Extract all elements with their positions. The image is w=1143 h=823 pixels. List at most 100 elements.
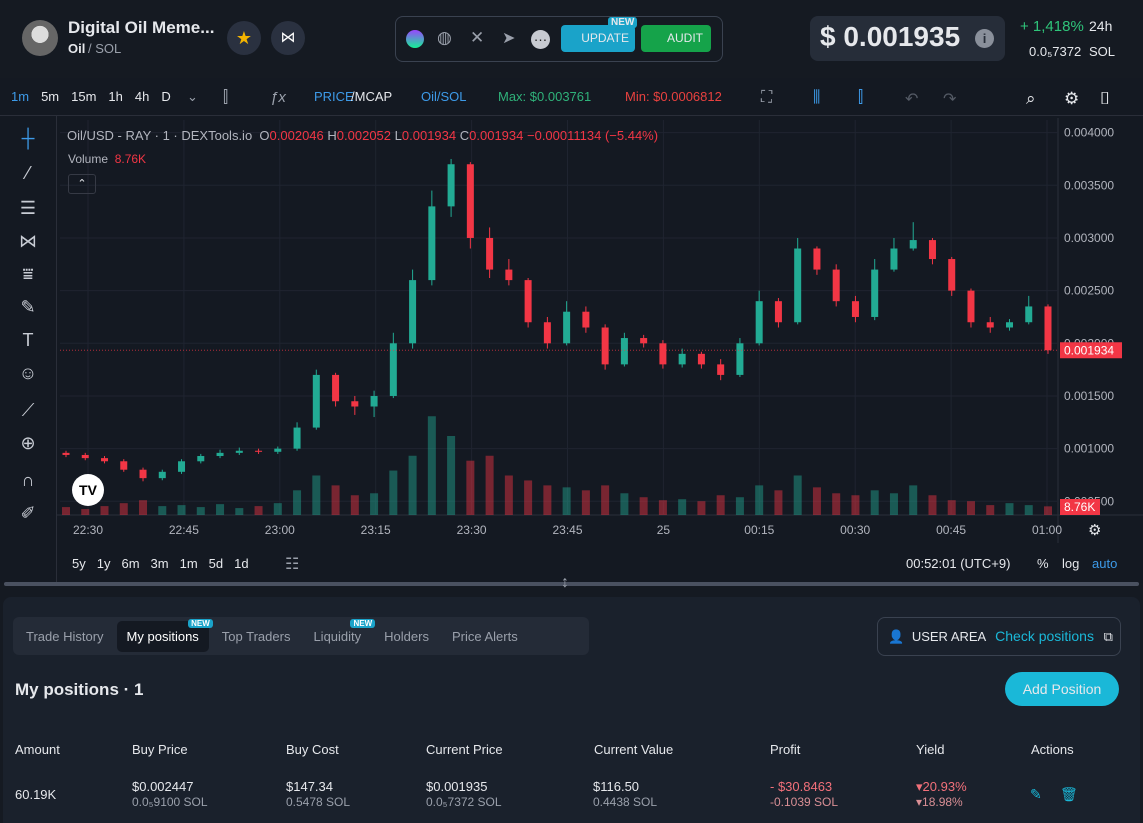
resize-handle[interactable]: ↕ (561, 574, 569, 591)
tab[interactable]: Liquidity NEW (303, 618, 376, 652)
audit-button[interactable]: AUDIT (641, 25, 711, 52)
timeframe[interactable]: 15m (71, 89, 97, 104)
candle-body (370, 395, 378, 407)
update-button[interactable]: UPDATE (561, 25, 635, 52)
change: −0.00011134 (−5.44%) (527, 128, 659, 143)
range-button[interactable]: 6m (121, 556, 140, 571)
range-button[interactable]: 5y (72, 556, 86, 571)
tab[interactable]: Holders (384, 628, 429, 644)
telegram-link[interactable]: ➤ (502, 30, 516, 47)
x-tick-label: 23:15 (361, 523, 391, 537)
axis-settings[interactable]: ⚙ (1088, 522, 1102, 539)
dropdown[interactable]: ⌄ (187, 89, 198, 104)
collapse-button[interactable]: ⌃ (68, 174, 96, 194)
new-badge: NEW (350, 618, 376, 628)
candle-body (543, 322, 551, 344)
info-icon[interactable]: i (975, 29, 994, 48)
timeframe[interactable]: 5m (41, 89, 60, 104)
y-tick-label: 0.003500 (1064, 178, 1114, 192)
range-button[interactable]: 1m (179, 556, 198, 571)
percent-toggle[interactable]: % (1037, 556, 1049, 571)
candle-type[interactable]: ⫿ (223, 89, 229, 106)
mcap-toggle[interactable]: /MCAP (351, 89, 393, 104)
fib-tool[interactable]: ☰ (19, 198, 37, 218)
share-button[interactable]: ⋈ (271, 21, 305, 55)
candle-body (774, 301, 782, 323)
candle-body (697, 353, 705, 365)
web-link[interactable]: ◍ (437, 28, 452, 47)
tab[interactable]: My positions NEW (116, 618, 213, 652)
prediction-tool[interactable]: ⩸ (22, 264, 34, 284)
volume-bar (678, 499, 687, 515)
edit-button[interactable]: ✎ (1030, 786, 1042, 802)
settings[interactable]: ⚙ (1064, 89, 1080, 108)
zoom-tool[interactable]: ⊕ (20, 433, 36, 453)
pattern-tool[interactable]: ⋈ (19, 231, 37, 251)
delete-button[interactable]: 🗑 (1060, 786, 1078, 802)
indicators[interactable]: ƒx (270, 89, 286, 106)
volume-bar (273, 503, 282, 515)
x-link[interactable]: ✕ (470, 28, 485, 47)
range-button[interactable]: 1d (234, 556, 249, 571)
candle-body (216, 452, 224, 457)
timeframe[interactable]: D (161, 89, 171, 104)
candle-body (312, 374, 320, 428)
tab[interactable]: Price Alerts (451, 628, 518, 644)
fullscreen[interactable]: ⛶ (761, 89, 773, 106)
tab[interactable]: Trade History (26, 628, 104, 644)
text-tool[interactable]: T (22, 330, 34, 350)
crosshair-tool[interactable]: ┼ (21, 128, 35, 148)
chart-style[interactable]: ⫼ (813, 89, 821, 106)
timeframe[interactable]: 1m (11, 89, 30, 104)
brush-tool[interactable]: ✎ (20, 297, 36, 317)
candle-body (428, 206, 436, 281)
auto-toggle[interactable]: auto (1092, 556, 1118, 571)
yield-2: ▾18.98% (916, 795, 963, 809)
lock-tool[interactable]: ✐ (20, 503, 36, 523)
drawing-tools: ┼ ⁄ ☰ ⋈ ⩸ ✎ T ☺ ⟋ ⊕ ∩ ✐ (0, 116, 57, 582)
log-toggle[interactable]: log (1062, 556, 1080, 571)
undo[interactable]: ↶ (905, 91, 919, 108)
pair-toggle[interactable]: Oil/SOL (421, 89, 467, 104)
magnet-tool[interactable]: ∩ (21, 470, 35, 490)
last-price-label: 0.001934 (1064, 343, 1114, 357)
volume-bar (639, 497, 648, 515)
add-position-button[interactable]: Add Position (1005, 672, 1119, 706)
timeframe[interactable]: 1h (108, 89, 123, 104)
line-tool[interactable]: ⁄ (26, 163, 30, 183)
resize-bar[interactable] (4, 582, 1139, 586)
x-tick-label: 22:30 (73, 523, 103, 537)
chart-style-2[interactable]: ⫿ (858, 89, 864, 106)
timeframe[interactable]: 4h (134, 89, 150, 104)
x-tick-label: 23:30 (457, 523, 487, 537)
solana-link[interactable] (406, 30, 424, 48)
date-picker[interactable]: ☷ (285, 556, 300, 573)
column-header: Yield (916, 742, 945, 757)
x-tick-label: 00:30 (840, 523, 870, 537)
amount: 60.19K (15, 787, 57, 802)
emoji-tool[interactable]: ☺ (18, 363, 38, 383)
column-header: Buy Cost (286, 742, 339, 757)
price-toggle[interactable]: PRICE (314, 89, 354, 104)
volume-bar (408, 455, 417, 515)
check-positions[interactable]: Check positions (995, 628, 1094, 644)
screenshot[interactable]: ⌷ (1100, 89, 1111, 108)
volume-bar (485, 455, 494, 515)
range-button[interactable]: 5d (208, 556, 224, 571)
search[interactable]: ⌕ (1026, 89, 1036, 108)
range-button[interactable]: 3m (150, 556, 169, 571)
favorite-button[interactable]: ★ (227, 21, 261, 55)
redo[interactable]: ↷ (943, 91, 957, 108)
volume-bar (851, 495, 860, 515)
candle-body (640, 338, 648, 344)
volume-bar (581, 490, 590, 515)
more-button[interactable]: … (531, 29, 550, 49)
o-label: O (259, 128, 270, 143)
ruler-tool[interactable]: ⟋ (21, 400, 35, 420)
tv-logo[interactable]: TV (72, 474, 104, 506)
tab[interactable]: Top Traders (221, 628, 291, 644)
clock: 00:52:01 (UTC+9) (906, 556, 1011, 571)
candle-body (986, 322, 994, 328)
candle-body (755, 301, 763, 344)
range-button[interactable]: 1y (96, 556, 111, 571)
